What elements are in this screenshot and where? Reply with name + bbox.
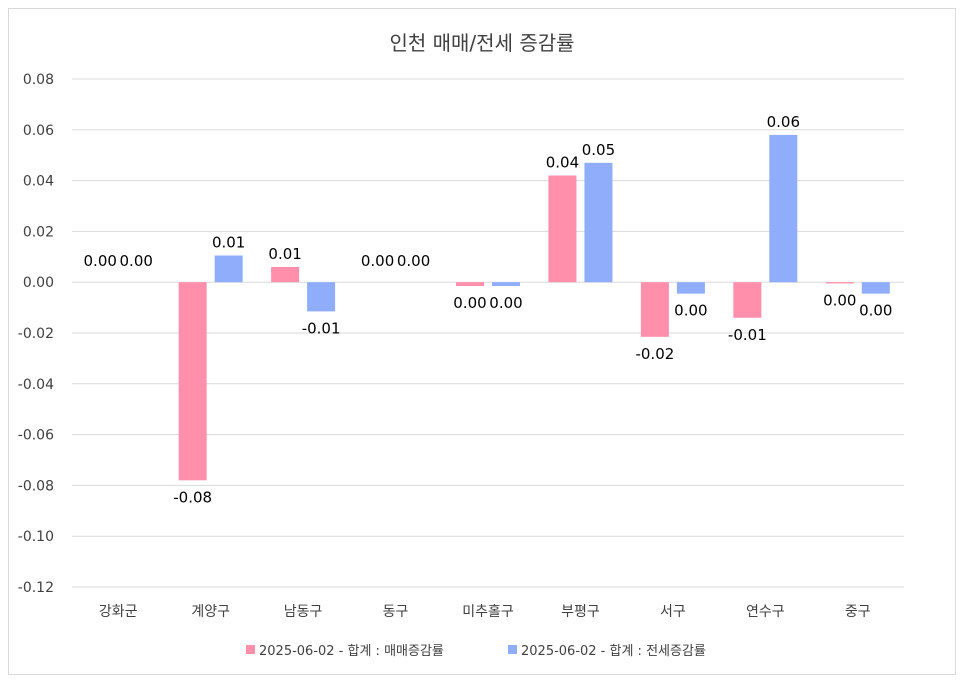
jeonse-bar <box>676 282 705 294</box>
category-label: 서구 <box>660 604 686 620</box>
y-tick-label: -0.06 <box>18 428 54 444</box>
sale-bar <box>733 282 762 318</box>
y-tick-label: -0.08 <box>18 478 54 494</box>
category-label: 연수구 <box>746 604 785 620</box>
sale-bar <box>825 282 854 284</box>
data-label: 0.00 <box>453 294 486 312</box>
category-label: 미추홀구 <box>462 604 514 620</box>
jeonse-bar <box>492 282 520 287</box>
data-labels: 0.00 0.00-0.080.010.01-0.010.00 0.000.00 0.… <box>84 113 893 506</box>
category-label: 계양구 <box>191 604 230 620</box>
sale-bar <box>178 282 207 481</box>
data-label: 0.05 <box>582 141 615 159</box>
data-label: -0.01 <box>728 326 767 344</box>
legend-label: 2025-06-02 - 합계 : 매매증감률 <box>259 644 444 659</box>
y-axis-ticks: 0.08 0.06 0.04 0.02 0.00 -0.02 -0.04 -0.06 -0.08… <box>18 72 54 596</box>
y-tick-label: -0.02 <box>18 326 54 342</box>
data-label: 0.01 <box>212 234 245 252</box>
data-label: 0.00 <box>120 252 153 270</box>
legend: 2025-06-02 - 합계 : 매매증감률 2025-06-02 - 합계 :… <box>246 644 706 659</box>
data-label: -0.01 <box>302 319 341 337</box>
y-tick-label: 0.04 <box>23 174 54 190</box>
data-label: 0.00 <box>84 252 117 270</box>
legend-swatch <box>246 645 255 654</box>
jeonse-bar <box>584 162 613 283</box>
y-tick-label: -0.12 <box>18 580 54 596</box>
category-label: 부평구 <box>561 604 600 620</box>
data-label: 0.06 <box>767 113 800 131</box>
data-label: 0.00 <box>823 291 856 309</box>
data-label: -0.02 <box>635 345 674 363</box>
data-label: 0.01 <box>268 245 301 263</box>
y-tick-label: 0.00 <box>23 275 54 291</box>
y-tick-label: 0.02 <box>23 224 54 240</box>
jeonse-bar <box>769 134 798 283</box>
data-label: 0.00 <box>674 302 707 320</box>
data-label: 0.04 <box>546 154 579 172</box>
category-label: 동구 <box>383 604 409 620</box>
jeonse-bar <box>214 255 243 283</box>
y-tick-label: -0.04 <box>18 377 54 393</box>
jeonse-bar <box>307 282 336 312</box>
sale-bar <box>271 266 300 283</box>
data-label: 0.00 <box>489 294 522 312</box>
y-tick-label: -0.10 <box>18 529 54 545</box>
jeonse-bar <box>861 282 890 294</box>
x-axis-categories: 강화군 계양구 남동구 동구 미추홀구 부평구 서구 연수구 중구 <box>99 604 871 620</box>
category-label: 강화군 <box>99 604 138 620</box>
category-label: 남동구 <box>284 604 323 620</box>
chart-title: 인천 매매/전세 증감률 <box>389 31 574 55</box>
data-label: 0.00 <box>361 252 394 270</box>
category-label: 중구 <box>845 604 871 620</box>
gridlines <box>72 78 904 588</box>
sale-bar <box>640 282 669 337</box>
sale-bar <box>548 175 577 283</box>
data-label: 0.00 <box>859 302 892 320</box>
y-tick-label: 0.06 <box>23 123 54 139</box>
bars <box>178 134 890 481</box>
y-tick-label: 0.08 <box>23 72 54 88</box>
legend-label: 2025-06-02 - 합계 : 전세증감률 <box>521 644 706 659</box>
legend-swatch <box>508 645 517 654</box>
sale-bar <box>456 282 484 287</box>
chart-frame <box>8 8 956 675</box>
data-label: 0.00 <box>397 252 430 270</box>
data-label: -0.08 <box>173 488 212 506</box>
